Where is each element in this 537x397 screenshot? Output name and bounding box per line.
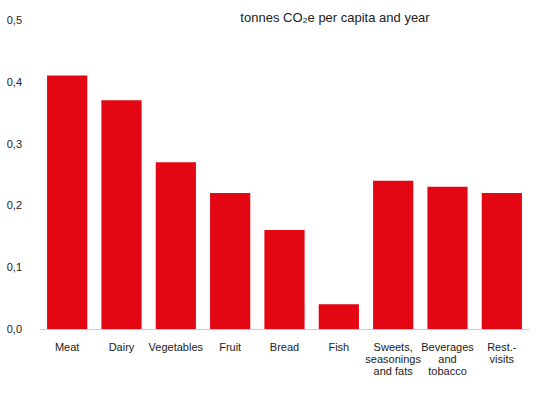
- svg-text:Rest.-: Rest.-: [487, 341, 517, 353]
- svg-text:0,3: 0,3: [7, 138, 22, 150]
- svg-text:Vegetables: Vegetables: [149, 341, 204, 353]
- svg-text:tonnes CO₂e per capita and yea: tonnes CO₂e per capita and year: [240, 10, 430, 25]
- svg-text:Sweets,: Sweets,: [374, 341, 413, 353]
- svg-text:0,2: 0,2: [7, 199, 22, 211]
- svg-text:Meat: Meat: [55, 341, 79, 353]
- svg-text:0,0: 0,0: [7, 323, 22, 335]
- svg-text:visits: visits: [490, 353, 515, 365]
- svg-text:Beverages: Beverages: [421, 341, 474, 353]
- svg-text:seasonings: seasonings: [365, 353, 421, 365]
- svg-text:0,4: 0,4: [7, 76, 22, 88]
- svg-text:0,1: 0,1: [7, 261, 22, 273]
- svg-text:0,5: 0,5: [7, 14, 22, 26]
- svg-text:tobacco: tobacco: [428, 365, 467, 377]
- svg-text:Fish: Fish: [328, 341, 349, 353]
- svg-text:and fats: and fats: [374, 365, 414, 377]
- svg-text:Fruit: Fruit: [219, 341, 241, 353]
- svg-text:Bread: Bread: [270, 341, 299, 353]
- svg-text:Dairy: Dairy: [109, 341, 135, 353]
- svg-text:and: and: [438, 353, 456, 365]
